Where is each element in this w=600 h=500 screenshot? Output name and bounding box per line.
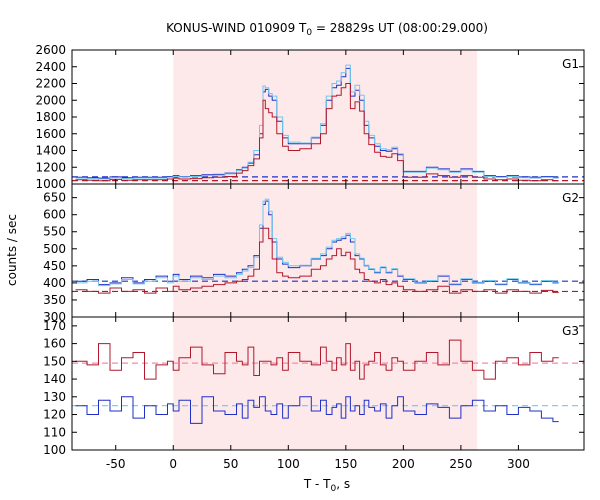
y-axis-label: counts / sec — [5, 214, 19, 286]
y-tick-label: 170 — [43, 319, 66, 333]
series-line — [75, 198, 559, 287]
panel-g1: 1000 1200 1400 1600 1800 2000 2200 2400 2600 G1 — [35, 43, 585, 191]
y-tick-label: 500 — [43, 242, 66, 256]
y-tick-label: 1000 — [35, 177, 66, 191]
y-tick-label: 400 — [43, 276, 66, 290]
chart-title: KONUS-WIND 010909 T0 = 28829s UT (08:00:… — [166, 21, 488, 38]
y-tick-label: 130 — [43, 390, 66, 404]
y-tick-label: 2200 — [35, 77, 66, 91]
x-tick-label: 0 — [169, 457, 177, 471]
panel-frame — [71, 316, 585, 451]
y-tick-label: 120 — [43, 408, 66, 422]
panel-label: G2 — [562, 191, 579, 205]
y-tick-label: 140 — [43, 372, 66, 386]
panel-g2: 300 350 400 450 500 550 600 650 G2 — [43, 183, 585, 324]
series-line — [75, 227, 559, 294]
x-axis-label: T - T0, s — [303, 477, 350, 494]
y-tick-label: 550 — [43, 225, 66, 239]
series-line — [75, 339, 559, 380]
y-tick-label: 1200 — [35, 160, 66, 174]
y-tick-label: 450 — [43, 259, 66, 273]
x-tick-label: 150 — [334, 457, 357, 471]
y-tick-label: 110 — [43, 425, 66, 439]
y-tick-label: 2400 — [35, 60, 66, 74]
series-line — [75, 396, 559, 424]
shaded-interval — [173, 317, 477, 450]
y-tick-label: 600 — [43, 208, 66, 222]
y-tick-label: 100 — [43, 443, 66, 457]
y-tick-label: 1600 — [35, 127, 66, 141]
shaded-interval — [173, 184, 477, 317]
shaded-interval — [173, 50, 477, 184]
panel-label: G3 — [562, 324, 579, 338]
y-tick-label: 350 — [43, 293, 66, 307]
y-tick-label: 160 — [43, 337, 66, 351]
x-tick-label: 300 — [507, 457, 530, 471]
x-tick-label: 100 — [277, 457, 300, 471]
y-tick-label: 150 — [43, 354, 66, 368]
y-tick-label: 300 — [43, 310, 66, 324]
panel-g3: 100 110 120 130 140 150 160 170 G3 — [43, 316, 585, 457]
y-tick-label: 1800 — [35, 110, 66, 124]
panels: 100012001400160018002000220024002600G130… — [35, 43, 585, 471]
y-tick-label: 2000 — [35, 93, 66, 107]
panel-label: G1 — [562, 57, 579, 71]
x-tick-label: 200 — [392, 457, 415, 471]
x-tick-label: 50 — [223, 457, 238, 471]
y-tick-label: 650 — [43, 191, 66, 205]
x-tick-label: 250 — [449, 457, 472, 471]
x-tick-label: -50 — [106, 457, 126, 471]
series-line — [75, 83, 559, 182]
y-tick-label: 1400 — [35, 144, 66, 158]
y-tick-label: 2600 — [35, 43, 66, 57]
